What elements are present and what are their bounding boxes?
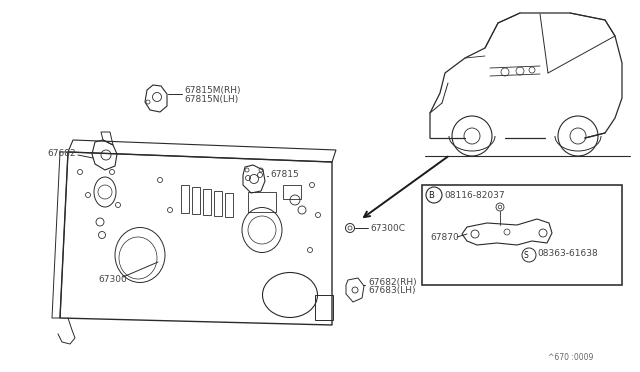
Text: 67682(RH): 67682(RH) [368,278,417,286]
Text: 08116-82037: 08116-82037 [444,190,504,199]
Bar [248,192,276,212]
Bar [422,185,622,285]
Bar [283,185,301,199]
Text: 67300C: 67300C [370,224,405,232]
Text: 67870: 67870 [430,232,459,241]
Text: S: S [524,250,529,260]
Text: 67815M(RH): 67815M(RH) [184,86,241,94]
Text: 67682: 67682 [47,148,76,157]
Text: 08363-61638: 08363-61638 [537,248,598,257]
Text: 67683(LH): 67683(LH) [368,286,415,295]
Text: B: B [428,190,434,199]
Bar [315,295,333,320]
Bar [225,193,233,217]
Text: 67300: 67300 [98,276,127,285]
Text: 67815N(LH): 67815N(LH) [184,94,238,103]
Bar [203,189,211,215]
Bar [192,187,200,214]
Text: 67815: 67815 [270,170,299,179]
Text: ^670 :0009: ^670 :0009 [548,353,593,362]
Bar [181,185,189,213]
Bar [214,191,222,216]
